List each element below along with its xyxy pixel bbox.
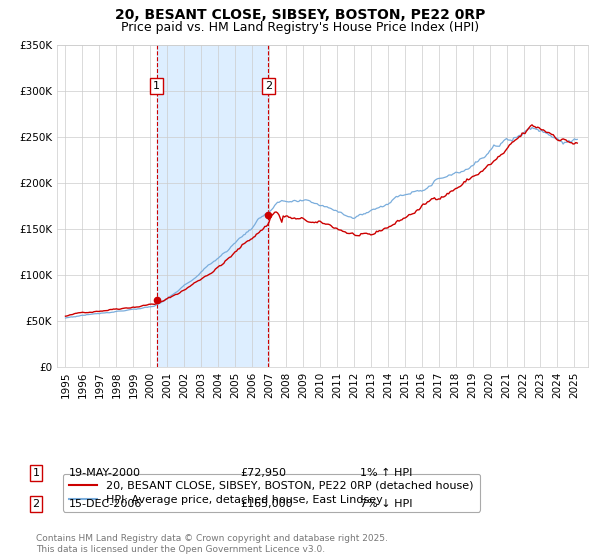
Text: 19-MAY-2000: 19-MAY-2000 [69, 468, 141, 478]
Text: £165,000: £165,000 [240, 499, 293, 509]
Text: 1: 1 [153, 81, 160, 91]
Text: This data is licensed under the Open Government Licence v3.0.: This data is licensed under the Open Gov… [36, 545, 325, 554]
Text: £72,950: £72,950 [240, 468, 286, 478]
Text: 2: 2 [265, 81, 272, 91]
Text: 1% ↑ HPI: 1% ↑ HPI [360, 468, 412, 478]
Bar [157, 45, 268, 367]
Text: 15-DEC-2006: 15-DEC-2006 [69, 499, 142, 509]
Text: 1: 1 [32, 468, 40, 478]
Text: 7% ↓ HPI: 7% ↓ HPI [360, 499, 413, 509]
Text: Price paid vs. HM Land Registry's House Price Index (HPI): Price paid vs. HM Land Registry's House … [121, 21, 479, 34]
Text: 20, BESANT CLOSE, SIBSEY, BOSTON, PE22 0RP: 20, BESANT CLOSE, SIBSEY, BOSTON, PE22 0… [115, 8, 485, 22]
Text: 2: 2 [32, 499, 40, 509]
Legend: 20, BESANT CLOSE, SIBSEY, BOSTON, PE22 0RP (detached house), HPI: Average price,: 20, BESANT CLOSE, SIBSEY, BOSTON, PE22 0… [62, 474, 480, 512]
Text: Contains HM Land Registry data © Crown copyright and database right 2025.: Contains HM Land Registry data © Crown c… [36, 534, 388, 543]
